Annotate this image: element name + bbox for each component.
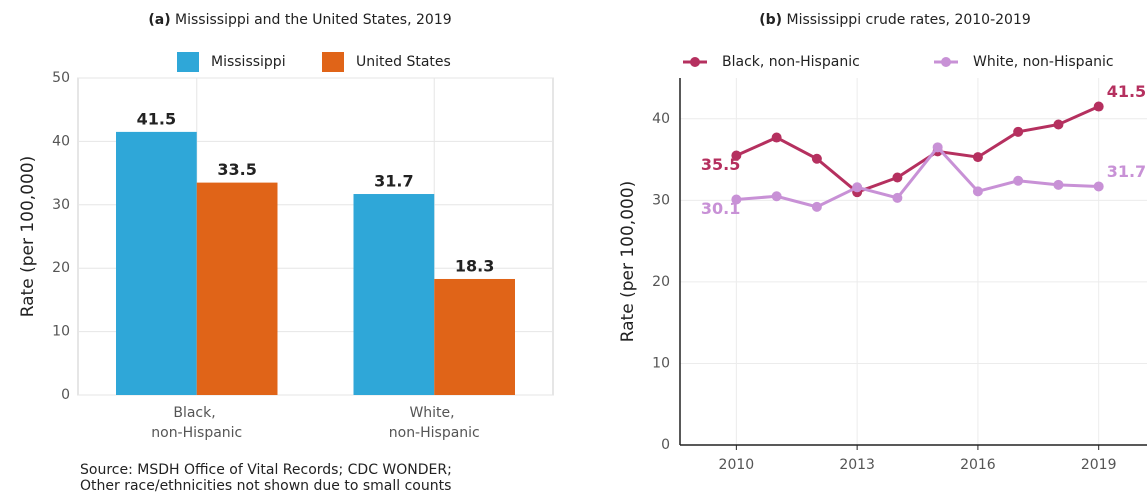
point — [731, 150, 742, 161]
y-tick-label: 20 — [52, 260, 70, 276]
point — [771, 191, 782, 202]
point — [731, 194, 742, 205]
y-tick-label: 20 — [652, 274, 670, 290]
title-text: Mississippi crude rates, 2010-2019 — [787, 12, 1031, 28]
legend-dot — [690, 57, 700, 67]
legend-label: Mississippi — [211, 54, 286, 70]
point — [1053, 179, 1064, 190]
x-tick-line: Black, — [173, 405, 220, 421]
value-label: 35.5 — [701, 155, 740, 174]
y-tick-label: 0 — [61, 387, 70, 403]
point — [1013, 126, 1024, 137]
series-line — [736, 145, 1099, 209]
bar — [116, 131, 197, 395]
value-label: 30.1 — [701, 199, 740, 218]
point — [1013, 175, 1024, 186]
point — [811, 153, 822, 164]
legend-swatch — [177, 52, 199, 72]
value-label: 41.5 — [1107, 82, 1146, 101]
y-tick-label: 10 — [652, 355, 670, 371]
point — [972, 186, 983, 197]
chart-title: (a) Mississippi and the United States, 2… — [148, 12, 451, 28]
y-axis-label: Rate (per 100,000) — [618, 181, 638, 343]
y-tick-label: 0 — [661, 437, 670, 453]
series-line — [735, 105, 1100, 194]
x-tick-line: non-Hispanic — [389, 425, 480, 441]
y-tick-label: 10 — [52, 324, 70, 340]
x-tick-line: non-Hispanic — [151, 425, 242, 441]
y-tick-label: 50 — [52, 70, 70, 86]
point — [892, 192, 903, 203]
legend-label: United States — [356, 54, 451, 70]
y-tick-label: 30 — [52, 197, 70, 213]
source-note: Source: MSDH Office of Vital Records; CD… — [80, 462, 452, 478]
point — [892, 172, 903, 183]
point — [1093, 181, 1104, 192]
x-tick-label: 2010 — [719, 457, 755, 473]
bar — [434, 278, 515, 395]
legend-label: White, non-Hispanic — [973, 54, 1114, 70]
point — [972, 152, 983, 163]
title-text: Mississippi and the United States, 2019 — [175, 12, 452, 28]
value-label: 33.5 — [217, 160, 256, 179]
x-tick-label: White, non-Hispanic — [389, 405, 480, 441]
point — [932, 142, 943, 153]
bar — [353, 194, 435, 395]
x-tick-label: 2019 — [1081, 457, 1117, 473]
bar — [196, 182, 278, 395]
point — [852, 182, 863, 193]
point — [1053, 119, 1064, 130]
point — [771, 132, 782, 143]
legend-dot — [941, 57, 951, 67]
x-tick-line: White, — [409, 405, 459, 421]
value-label: 18.3 — [455, 256, 494, 275]
y-tick-label: 30 — [652, 192, 670, 208]
y-tick-label: 40 — [52, 133, 70, 149]
x-tick-label: 2016 — [960, 457, 996, 473]
value-label: 31.7 — [374, 172, 413, 191]
legend-label: Black, non-Hispanic — [722, 54, 860, 70]
y-axis-label: Rate (per 100,000) — [18, 156, 38, 318]
value-label: 31.7 — [1107, 162, 1146, 181]
chart-title: (b) Mississippi crude rates, 2010-2019 — [759, 12, 1031, 28]
point — [811, 201, 822, 212]
y-tick-label: 40 — [652, 111, 670, 127]
source-note: Other race/ethnicities not shown due to … — [80, 478, 451, 494]
value-label: 41.5 — [137, 109, 176, 128]
x-tick-label: Black, non-Hispanic — [151, 405, 242, 441]
x-tick-label: 2013 — [839, 457, 875, 473]
point — [1093, 101, 1104, 112]
title-label: (b) — [759, 12, 782, 28]
title-label: (a) — [148, 12, 170, 28]
legend-swatch — [322, 52, 344, 72]
